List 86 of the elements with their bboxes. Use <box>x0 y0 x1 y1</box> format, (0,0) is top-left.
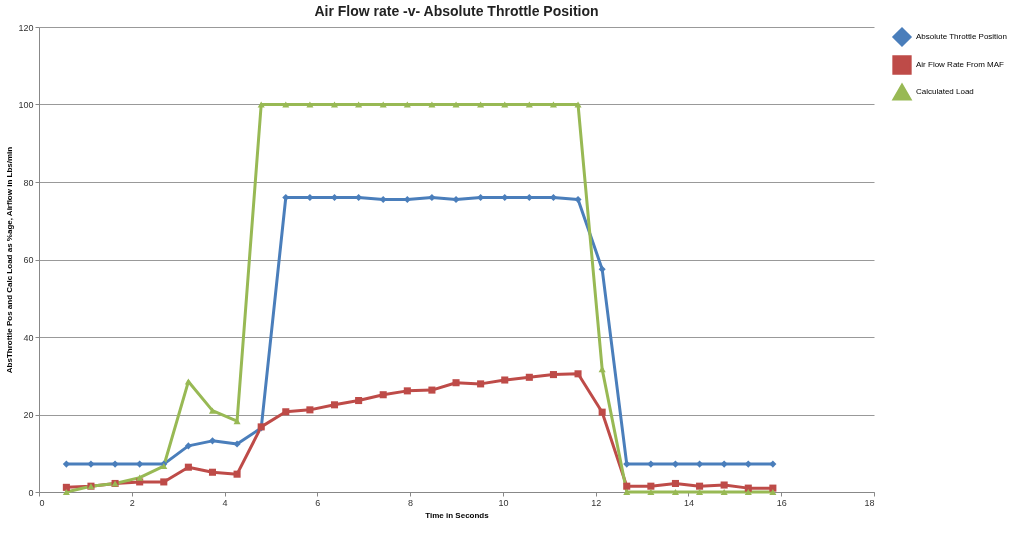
point <box>696 482 704 490</box>
point <box>136 474 144 481</box>
point <box>160 478 168 486</box>
point <box>696 488 704 496</box>
point <box>477 101 485 108</box>
point <box>477 380 485 388</box>
point <box>623 482 631 490</box>
x-tick-label: 0 <box>39 497 45 508</box>
point <box>428 101 436 108</box>
y-tick-label: 20 <box>23 410 34 420</box>
point <box>598 408 606 416</box>
point <box>671 488 679 496</box>
point <box>403 387 411 395</box>
point <box>184 442 192 450</box>
point <box>355 101 363 108</box>
x-tick-label: 8 <box>408 497 414 508</box>
point <box>671 479 679 488</box>
x-tick-label: 16 <box>776 497 787 508</box>
point <box>62 460 70 468</box>
point <box>282 101 290 108</box>
point <box>379 101 387 108</box>
point <box>574 101 582 108</box>
y-tick-label: 40 <box>23 332 34 343</box>
legend-label: Absolute Throttle Position <box>916 32 1008 41</box>
point <box>647 460 655 468</box>
point <box>282 408 290 416</box>
chart-title: Air Flow rate -v- Absolute Throttle Position <box>314 3 599 19</box>
point <box>306 406 314 414</box>
y-tick-label: 0 <box>28 487 34 498</box>
point <box>598 366 606 373</box>
point <box>525 373 533 381</box>
point <box>208 468 217 476</box>
point <box>428 193 436 202</box>
point <box>720 460 728 468</box>
point <box>769 488 777 496</box>
point <box>452 101 460 108</box>
point <box>208 407 217 414</box>
point <box>744 488 752 496</box>
point <box>379 391 387 399</box>
point <box>574 195 582 203</box>
point <box>452 195 460 203</box>
point <box>330 101 339 108</box>
x-tick-label: 4 <box>222 497 228 508</box>
point <box>355 397 363 405</box>
y-axis-title: AbsThrottle Pos and Calc Load as %age, Airflow in Lbs/min <box>5 146 15 374</box>
point <box>647 488 655 496</box>
point <box>598 265 606 273</box>
point <box>233 440 241 448</box>
point <box>184 378 192 385</box>
point <box>549 371 557 379</box>
point <box>306 101 314 108</box>
point <box>623 488 631 496</box>
legend-label: Calculated Load <box>916 87 974 96</box>
point <box>184 463 192 471</box>
x-axis-title: Time in Seconds <box>425 510 490 520</box>
x-tick-label: 6 <box>315 497 321 508</box>
point <box>720 488 728 496</box>
point <box>720 481 728 489</box>
x-tick-label: 12 <box>591 497 602 508</box>
y-tick-label: 120 <box>18 22 34 33</box>
point <box>452 379 460 387</box>
point <box>769 460 777 468</box>
y-tick-label: 100 <box>18 100 34 110</box>
y-tick-label: 80 <box>23 177 34 188</box>
point <box>62 488 70 496</box>
point <box>87 460 95 468</box>
point <box>647 482 655 490</box>
legend-label: Air Flow Rate From MAF <box>916 60 1005 69</box>
x-tick-label: 14 <box>683 497 694 508</box>
point <box>501 376 509 384</box>
point <box>111 460 119 468</box>
point <box>501 101 509 108</box>
x-tick-label: 10 <box>498 497 509 508</box>
point <box>330 401 339 409</box>
point <box>233 470 241 478</box>
point <box>355 193 363 202</box>
point <box>525 101 533 108</box>
point <box>62 483 70 491</box>
point <box>574 370 582 378</box>
point <box>549 101 557 108</box>
point <box>428 386 436 394</box>
y-tick-label: 60 <box>23 255 34 265</box>
point <box>257 101 265 108</box>
x-tick-label: 2 <box>129 497 135 508</box>
point <box>403 101 411 108</box>
x-tick-label: 18 <box>864 497 875 508</box>
